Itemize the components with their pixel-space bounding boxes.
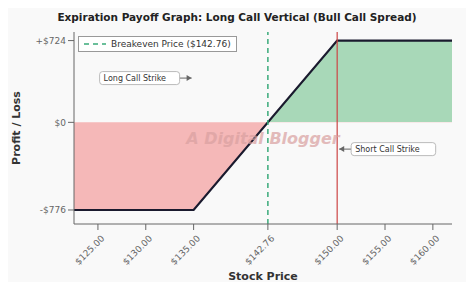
svg-text:$155.00: $155.00 [360,233,394,267]
svg-text:$142.76: $142.76 [243,233,277,267]
svg-text:-$776: -$776 [40,205,66,215]
html-text:Breakeven Price ($142.76): Breakeven Price ($142.76) [111,39,231,49]
svg-text:+$724: +$724 [36,36,67,46]
html-text:Expiration Payoff Graph: Long: Expiration Payoff Graph: Long Call Verti… [57,11,417,23]
svg-text:Short Call Strike: Short Call Strike [355,145,420,154]
html-text:A Digital Blogger: A Digital Blogger [186,128,340,148]
svg-text:$135.00: $135.00 [169,233,203,267]
svg-text:$130.00: $130.00 [121,233,155,267]
svg-text:Long Call Strike: Long Call Strike [104,74,166,83]
svg-text:$125.00: $125.00 [73,233,107,267]
svg-text:$160.00: $160.00 [408,233,442,267]
svg-text:$0: $0 [55,118,67,128]
svg-text:Stock Price: Stock Price [228,270,298,282]
svg-text:$150.00: $150.00 [312,233,346,267]
svg-text:Profit / Loss: Profit / Loss [10,91,23,165]
